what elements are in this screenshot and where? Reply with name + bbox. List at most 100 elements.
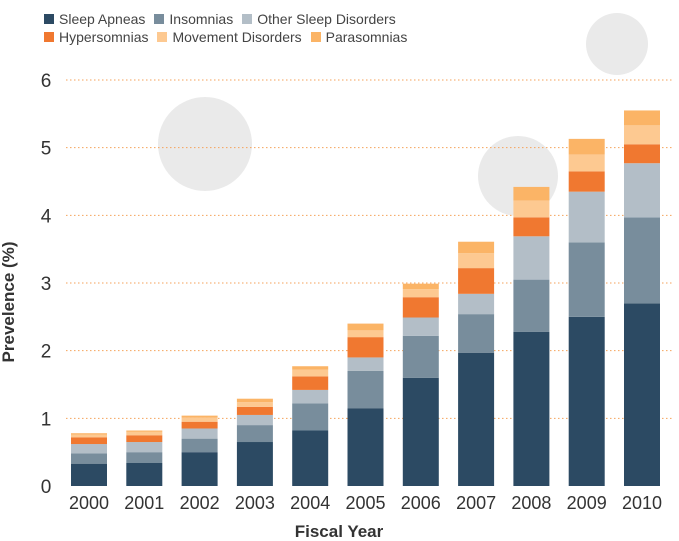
legend-label: Movement Disorders	[172, 28, 302, 45]
bar-segment	[513, 200, 550, 218]
background-decor	[158, 13, 648, 216]
bar-segment	[236, 425, 273, 443]
decor-circle	[586, 13, 648, 75]
x-tick-label: 2007	[456, 493, 496, 513]
x-tick-label: 2003	[235, 493, 275, 513]
bar-segment	[347, 330, 384, 338]
legend-item: Sleep Apneas	[44, 10, 145, 27]
legend-label: Sleep Apneas	[59, 10, 146, 27]
bar-segment	[458, 241, 495, 254]
legend-item: Hypersomnias	[44, 28, 148, 45]
bar-segment	[347, 408, 384, 486]
legend-item: Other Sleep Disorders	[242, 10, 396, 27]
bar-segment	[71, 444, 107, 454]
y-tick-label: 0	[41, 477, 52, 498]
bar-segment	[624, 144, 660, 164]
x-tick-label: 2009	[567, 493, 607, 513]
legend-item: Movement Disorders	[157, 28, 302, 45]
x-axis-label: Fiscal Year	[295, 522, 384, 541]
bar-segment	[568, 138, 605, 155]
bar-segment	[624, 163, 660, 218]
bar-segment	[292, 366, 329, 370]
legend-swatch	[44, 31, 54, 42]
legend-swatch	[44, 13, 54, 24]
bar-segment	[126, 442, 163, 453]
x-tick-label: 2006	[401, 493, 441, 513]
bar-segment	[624, 125, 660, 145]
bar-segment	[71, 463, 107, 486]
legend-swatch	[157, 31, 168, 42]
x-tick-label: 2004	[290, 493, 330, 513]
y-tick-label: 6	[41, 71, 52, 92]
x-tick-label: 2000	[69, 493, 109, 513]
y-tick-label: 3	[41, 274, 52, 295]
bar-segment	[458, 352, 495, 486]
bar-segment	[402, 297, 439, 318]
bar-segment	[126, 435, 163, 443]
bar-segment	[624, 303, 660, 486]
x-tick-label: 2002	[180, 493, 220, 513]
x-tick-label: 2001	[124, 493, 164, 513]
bar-segment	[568, 171, 605, 192]
bar-segment	[513, 331, 550, 486]
legend-label: Hypersomnias	[59, 28, 149, 45]
bar-segment	[236, 398, 273, 403]
bar-segment	[402, 335, 439, 378]
legend: Sleep Apneas Insomnias Other Sleep Disorde…	[44, 10, 474, 45]
legend-swatch	[310, 31, 321, 42]
y-tick-label: 1	[41, 409, 52, 430]
bar-segment	[292, 403, 329, 431]
bar-segment	[458, 253, 495, 269]
legend-swatch	[242, 13, 253, 24]
legend-label: Other Sleep Disorders	[257, 10, 396, 27]
bar-segment	[347, 323, 384, 331]
bar-segment	[347, 370, 384, 409]
y-tick-label: 4	[41, 206, 52, 227]
bars	[71, 110, 660, 486]
bar-segment	[568, 242, 605, 317]
bar-segment	[71, 434, 107, 438]
bar-segment	[402, 377, 439, 486]
bar-segment	[181, 421, 218, 429]
bar-segment	[181, 417, 218, 422]
bar-segment	[458, 314, 495, 353]
bar-segment	[181, 438, 218, 453]
x-tick-label: 2008	[511, 493, 551, 513]
bar-segment	[292, 389, 329, 404]
legend-label: Insomnias	[169, 10, 234, 27]
bar-segment	[71, 437, 107, 445]
bar-segment	[402, 289, 439, 298]
x-tick-label: 2010	[622, 493, 662, 513]
bar-segment	[126, 431, 163, 436]
legend-swatch	[154, 13, 165, 24]
bar-segment	[292, 376, 329, 390]
bar-segment	[624, 217, 660, 304]
bar-segment	[402, 317, 439, 336]
bar-segment	[568, 191, 605, 243]
y-axis-label: Prevelence (%)	[0, 242, 18, 363]
bar-segment	[402, 283, 439, 290]
bar-segment	[347, 357, 384, 371]
bar-segment	[126, 452, 163, 463]
x-axis-ticks: 2000 2001 2002 2003 2004 2005 2006 2007 2008 2009…	[69, 493, 662, 513]
bar-segment	[624, 110, 660, 126]
legend-label: Parasomnias	[325, 28, 408, 45]
bar-segment	[181, 428, 218, 439]
bar-segment	[181, 415, 218, 418]
bar-segment	[347, 337, 384, 358]
legend-item: Insomnias	[154, 10, 233, 27]
bar-segment	[513, 236, 550, 280]
bar-segment	[458, 293, 495, 315]
x-tick-label: 2005	[345, 493, 385, 513]
bar-segment	[292, 369, 329, 377]
bar-segment	[71, 433, 107, 435]
decor-circle	[158, 97, 252, 191]
y-tick-label: 2	[41, 342, 52, 363]
bar-segment	[181, 452, 218, 486]
bar-segment	[513, 217, 550, 237]
bar-segment	[292, 430, 329, 486]
bar-segment	[568, 154, 605, 172]
bar-segment	[513, 186, 550, 201]
bar-segment	[236, 402, 273, 407]
